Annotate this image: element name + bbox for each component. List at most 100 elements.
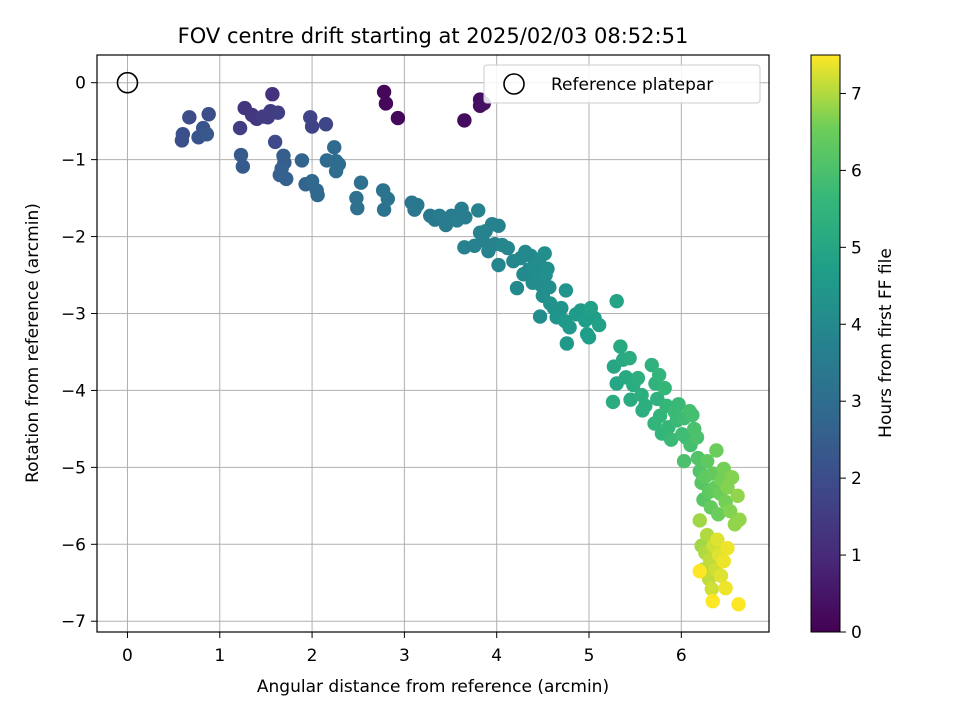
scatter-point [583, 300, 599, 316]
scatter-point [270, 105, 286, 120]
x-tick-label: 3 [399, 646, 410, 666]
scatter-point [685, 407, 700, 423]
scatter-point [692, 513, 707, 528]
x-tick-label: 2 [307, 646, 318, 666]
scatter-point [699, 454, 715, 469]
scatter-point [233, 147, 249, 163]
data-points [174, 84, 747, 612]
colorbar-tick-label: 0 [851, 623, 862, 643]
scatter-point [724, 470, 740, 485]
scatter-point [540, 261, 555, 277]
x-tick-label: 1 [214, 646, 225, 666]
colorbar-tick-label: 1 [851, 546, 862, 566]
scatter-point [235, 159, 251, 174]
scatter-point [689, 430, 705, 445]
legend-box [483, 64, 761, 104]
scatter-point [182, 110, 197, 125]
scatter-point [711, 507, 726, 522]
scatter-point [537, 246, 552, 261]
legend: Reference platepar [483, 64, 761, 104]
scatter-point [542, 280, 557, 295]
x-axis-ticks: 0 1 2 3 4 5 6 [122, 632, 687, 666]
scatter-point [390, 110, 406, 126]
scatter-point [671, 397, 686, 412]
scatter-point [174, 133, 190, 148]
scatter-point [731, 597, 746, 612]
colorbar-tick-label: 6 [851, 161, 862, 181]
scatter-point [201, 107, 216, 122]
scatter-point [378, 96, 394, 111]
scatter-point [279, 171, 294, 187]
legend-label: Reference platepar [551, 75, 713, 95]
scatter-point [730, 488, 745, 504]
y-axis-ticks: 0 −1 −2 −3 −4 −5 −6 −7 [61, 74, 97, 632]
scatter-point [581, 330, 597, 345]
scatter-point [720, 540, 735, 556]
scatter-point [350, 200, 365, 216]
scatter-point [244, 107, 260, 123]
scatter-point [559, 336, 575, 351]
scatter-point [709, 443, 724, 458]
scatter-point [676, 454, 692, 469]
scatter-point [558, 283, 574, 298]
scatter-point [732, 512, 747, 527]
scatter-point [310, 187, 325, 203]
scatter-point [232, 120, 248, 136]
scatter-point [622, 350, 637, 366]
scatter-point [304, 119, 320, 134]
scatter-point [318, 117, 334, 132]
x-tick-label: 4 [491, 646, 502, 666]
scatter-point [267, 134, 283, 150]
scatter-point [704, 581, 719, 597]
scatter-point [265, 87, 280, 102]
colorbar-label: Hours from first FF file [876, 248, 896, 438]
scatter-point [713, 568, 729, 584]
scatter-point [199, 127, 215, 142]
x-tick-label: 0 [122, 646, 133, 666]
y-tick-label: −4 [61, 381, 86, 401]
scatter-point [500, 240, 515, 256]
scatter-point [635, 403, 650, 418]
scatter-point [692, 564, 707, 579]
plot-frame [96, 54, 770, 633]
y-axis-label: Rotation from reference (arcmin) [23, 203, 43, 483]
y-tick-label: −2 [61, 228, 86, 248]
scatter-point [353, 175, 369, 190]
scatter-point [723, 504, 738, 519]
scatter-point [651, 367, 667, 383]
scatter-point [591, 317, 607, 333]
legend-marker [503, 73, 525, 95]
scatter-point [663, 432, 679, 447]
scatter-point [644, 357, 659, 373]
chart-title: FOV centre drift starting at 2025/02/03 … [178, 24, 689, 48]
y-tick-label: −3 [61, 304, 86, 324]
scatter-point [705, 594, 720, 609]
scatter-point [491, 218, 506, 233]
scatter-point [716, 554, 731, 569]
scatter-point [331, 157, 347, 172]
x-tick-label: 6 [676, 646, 687, 666]
y-tick-label: −6 [61, 535, 86, 555]
scatter-point [458, 210, 473, 225]
scatter-point [491, 257, 506, 273]
colorbar-tick-label: 7 [851, 84, 862, 104]
scatter-point [609, 293, 624, 309]
scatter-point [376, 84, 392, 100]
scatter-point [532, 309, 548, 324]
y-tick-label: −7 [61, 612, 86, 632]
scatter-point [562, 320, 577, 335]
scatter-point [623, 392, 638, 407]
scatter-point [294, 153, 310, 168]
colorbar-ticks: 0 1 2 3 4 5 6 7 [840, 84, 862, 643]
y-tick-label: −5 [61, 458, 86, 478]
scatter-point [630, 370, 646, 386]
colorbar-tick-label: 4 [851, 315, 862, 335]
colorbar-tick-label: 5 [851, 238, 862, 258]
scatter-point [718, 580, 733, 596]
scatter-point [327, 140, 342, 155]
scatter-point [509, 280, 525, 296]
scatter-point [605, 394, 621, 410]
scatter-point [647, 416, 662, 431]
scatter-point [471, 203, 486, 218]
